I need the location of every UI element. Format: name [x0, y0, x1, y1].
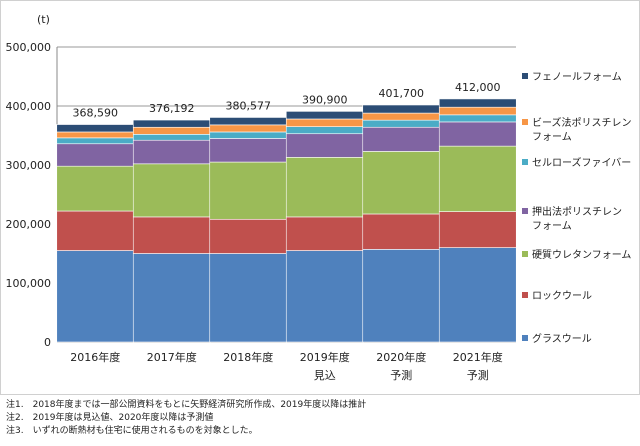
bar-segment-0-4 [362, 249, 441, 343]
bar-segment-6-0 [56, 124, 135, 133]
bar-segment-6-5 [438, 98, 517, 108]
stacked-bar-chart: 0 100,000 200,000 300,000 400,000 500,000 (t) 3… [6, 13, 632, 382]
bar-segment-1-5 [438, 211, 517, 248]
bar-segment-0-0 [56, 250, 135, 343]
y-unit-label: (t) [37, 13, 50, 26]
bar-segment-0-3 [285, 250, 364, 343]
legend-label: フォーム [532, 131, 572, 143]
bar-segment-2-3 [285, 157, 364, 218]
bar-segment-2-1 [132, 163, 211, 218]
bar-segment-6-1 [132, 119, 211, 128]
footnote-1: 注1. 2018年度までは一部公開資料をもとに矢野経済研究所作成、2019年度以… [6, 400, 367, 410]
bar-segment-2-2 [209, 161, 288, 220]
y-tick-label: 200,000 [6, 218, 52, 231]
bar-segment-3-1 [132, 139, 211, 165]
legend-label: ロックウール [532, 290, 592, 302]
bar-segment-4-3 [285, 126, 364, 135]
y-tick-label: 400,000 [6, 100, 52, 113]
chart-frame: 0 100,000 200,000 300,000 400,000 500,000 (t) 3… [0, 0, 640, 395]
bar-segment-1-1 [132, 216, 211, 254]
y-tick-label: 300,000 [6, 159, 52, 172]
bar-segment-5-3 [285, 118, 364, 127]
legend-swatch [522, 292, 528, 298]
bar-total-label: 401,700 [379, 87, 425, 100]
x-tick-label: 2019年度 [300, 350, 350, 364]
bar-segment-5-5 [438, 106, 517, 116]
y-tick-label: 500,000 [6, 41, 52, 54]
footnote-3: 注3. いずれの断熱材も住宅に使用されるものを対象とした。 [6, 426, 258, 436]
bar-segment-3-0 [56, 143, 135, 167]
bar-segment-6-3 [285, 111, 364, 120]
bar-segment-5-0 [56, 131, 135, 139]
bar-segment-4-1 [132, 134, 211, 141]
bar-total-label: 376,192 [149, 102, 195, 115]
bar-segment-4-2 [209, 131, 288, 139]
bar-segment-3-5 [438, 121, 517, 147]
x-tick-label: 2021年度 [453, 350, 503, 364]
legend-swatch [522, 73, 528, 79]
x-tick-label: 2017年度 [147, 350, 197, 364]
bar-segment-1-2 [209, 218, 288, 254]
bar-segment-5-1 [132, 126, 211, 135]
legend-swatch [522, 251, 528, 257]
legend-swatch [522, 119, 528, 125]
x-tick-sublabel: 予測 [467, 368, 489, 382]
bar-segment-5-4 [362, 112, 441, 121]
bar-segment-1-0 [56, 210, 135, 251]
legend-label: グラスウール [532, 332, 592, 345]
bar-segment-3-4 [362, 126, 441, 152]
bar-segment-4-4 [362, 119, 441, 128]
legend-label: 硬質ウレタンフォーム [532, 248, 631, 261]
bar-segment-0-2 [209, 253, 288, 343]
legend-label: セルローズファイバー [532, 156, 631, 169]
bar-segment-1-4 [362, 213, 441, 250]
x-tick-label: 2016年度 [70, 350, 120, 364]
y-tick-label: 100,000 [6, 277, 52, 290]
bar-total-label: 368,590 [73, 107, 119, 120]
bar-segment-4-5 [438, 114, 517, 123]
bar-segment-6-2 [209, 117, 288, 126]
x-tick-label: 2020年度 [376, 350, 426, 364]
bar-segment-4-0 [56, 137, 135, 145]
bar-total-label: 380,577 [226, 99, 272, 112]
y-tick-label: 0 [44, 336, 51, 349]
bar-segment-3-3 [285, 133, 364, 158]
bar-segment-0-1 [132, 253, 211, 343]
legend-swatch [522, 159, 528, 165]
bar-segment-2-4 [362, 151, 441, 215]
legend-label: 押出法ポリスチレン [532, 205, 622, 218]
legend-label: フォーム [532, 220, 572, 232]
bar-total-label: 412,000 [455, 81, 501, 94]
x-tick-label: 2018年度 [223, 350, 273, 364]
x-tick-sublabel: 見込 [314, 369, 336, 382]
bar-segment-6-4 [362, 104, 441, 114]
legend-label: ビーズ法ポリスチレン [532, 116, 632, 129]
bar-segment-1-3 [285, 216, 364, 251]
bar-segment-5-2 [209, 124, 288, 133]
footnotes: 注1. 2018年度までは一部公開資料をもとに矢野経済研究所作成、2019年度以… [6, 399, 636, 438]
legend-swatch [522, 208, 528, 214]
bar-segment-2-0 [56, 165, 135, 212]
bar-segment-3-2 [209, 138, 288, 163]
footnote-2: 注2. 2019年度は見込値、2020年度以降は予測値 [6, 413, 214, 423]
x-tick-sublabel: 予測 [390, 368, 412, 382]
bar-segment-2-5 [438, 145, 517, 212]
bar-total-label: 390,900 [302, 93, 348, 106]
legend-swatch [522, 335, 528, 341]
bar-segment-0-5 [438, 247, 517, 343]
legend-label: フェノールフォーム [532, 71, 622, 83]
